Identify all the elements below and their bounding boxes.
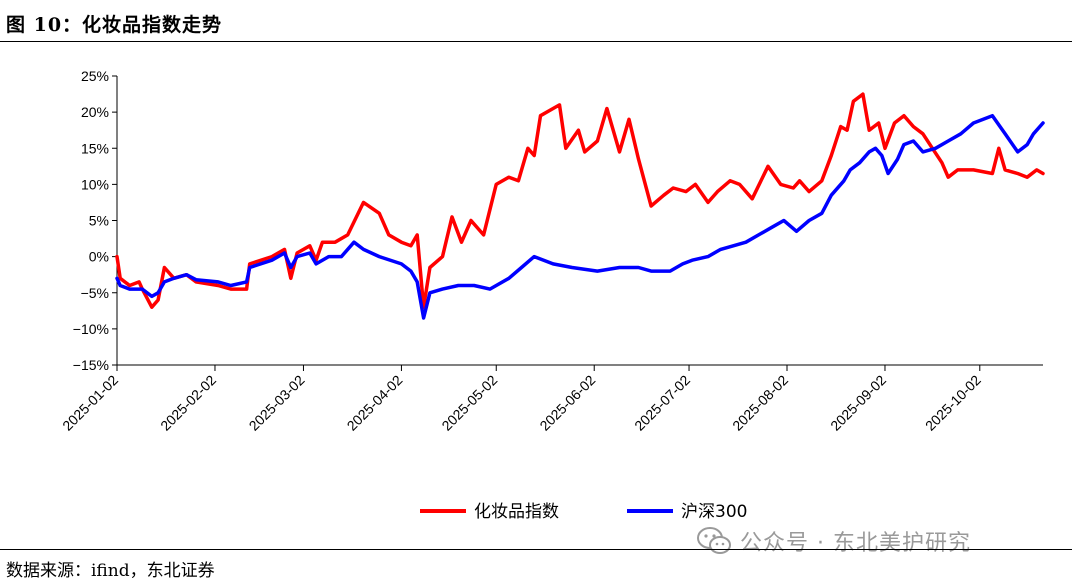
top-rule bbox=[0, 41, 1072, 42]
x-tick-label: 2025-03-02 bbox=[246, 372, 308, 434]
y-tick-label: 10% bbox=[81, 176, 109, 192]
watermark-text: 公众号 · 东北美护研究 bbox=[740, 531, 971, 556]
y-tick-label: −10% bbox=[73, 321, 109, 337]
x-tick-label: 2025-07-02 bbox=[631, 372, 693, 434]
source-note: 数据来源：ifind，东北证券 bbox=[6, 561, 215, 581]
legend-label-1: 化妆品指数 bbox=[474, 502, 559, 522]
x-tick-label: 2025-04-02 bbox=[344, 372, 406, 434]
legend-label-2: 沪深300 bbox=[681, 502, 747, 522]
x-tick-label: 2025-05-02 bbox=[438, 372, 500, 434]
figure-title: 图 10：化妆品指数走势 bbox=[6, 14, 223, 36]
x-tick-label: 2025-10-02 bbox=[922, 372, 984, 434]
series-line-1 bbox=[115, 92, 1045, 309]
x-tick-label: 2025-02-02 bbox=[157, 372, 219, 434]
x-tick-label: 2025-01-02 bbox=[59, 372, 121, 434]
x-tick-label: 2025-09-02 bbox=[827, 372, 889, 434]
wechat-icon bbox=[697, 527, 731, 554]
x-tick-label: 2025-08-02 bbox=[729, 372, 791, 434]
y-tick-label: 15% bbox=[81, 140, 109, 156]
y-tick-label: 0% bbox=[89, 249, 109, 265]
figure-header: 图 10：化妆品指数走势 bbox=[0, 0, 1072, 40]
y-tick-label: 25% bbox=[81, 68, 109, 84]
watermark: 公众号 · 东北美护研究 bbox=[696, 526, 971, 556]
y-tick-label: −5% bbox=[81, 285, 109, 301]
series-line-2 bbox=[115, 113, 1045, 320]
x-tick-label: 2025-06-02 bbox=[536, 372, 598, 434]
y-tick-label: 5% bbox=[89, 213, 109, 229]
y-tick-label: 20% bbox=[81, 104, 109, 120]
bottom-rule bbox=[0, 549, 1072, 550]
y-tick-label: −15% bbox=[73, 357, 109, 373]
